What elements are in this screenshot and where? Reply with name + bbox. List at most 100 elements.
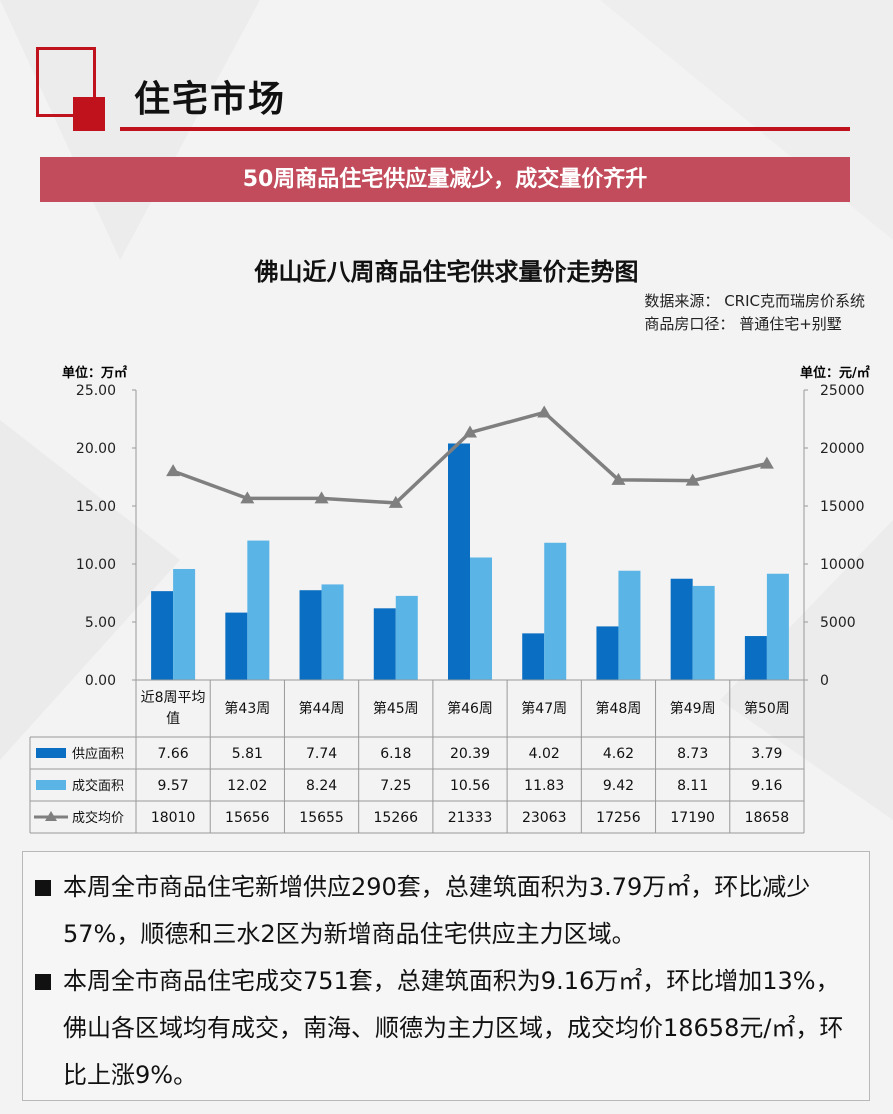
data-label: 9.16: [751, 778, 782, 794]
category-label: 第49周: [670, 700, 716, 717]
left-tick-label: 10.00: [76, 557, 116, 573]
left-tick-label: 15.00: [76, 499, 116, 515]
supply-bar: [522, 633, 545, 680]
data-label: 15655: [299, 810, 344, 826]
supply-bar: [225, 612, 248, 680]
category-label-line: 近8周平均: [141, 690, 206, 706]
supply-bar: [670, 578, 693, 680]
data-label: 20.39: [450, 746, 490, 762]
supply-demand-chart: 单位：万㎡ 单位：元/㎡ 25.00 20.00 15.00 10.00 5.00 0.00 2…: [29, 365, 870, 834]
category-label: 第43周: [224, 700, 270, 717]
legend-label: 成交均价: [72, 810, 124, 826]
data-label: 12.02: [227, 778, 267, 794]
note-text: 本周全市商品住宅新增供应290套，总建筑面积为3.79万㎡，环比减少57%，顺德…: [63, 873, 811, 948]
source-line: 数据来源： CRIC克而瑞房价系统: [644, 292, 865, 310]
right-tick-label: 10000: [820, 557, 865, 573]
data-label: 4.02: [529, 746, 560, 762]
left-tick-label: 20.00: [76, 441, 116, 457]
category-label: 第48周: [596, 700, 642, 717]
deal-bar: [544, 542, 567, 680]
deal-bar: [470, 557, 492, 680]
data-label: 15656: [225, 810, 270, 826]
note-item: 本周全市商品住宅成交751套，总建筑面积为9.16万㎡，环比增加13%，佛山各区…: [33, 958, 861, 1099]
deal-bar: [321, 584, 344, 680]
note-item: 本周全市商品住宅新增供应290套，总建筑面积为3.79万㎡，环比减少57%，顺德…: [33, 864, 861, 958]
data-label: 9.57: [158, 778, 189, 794]
price-point: [314, 491, 329, 504]
supply-bar: [299, 590, 322, 680]
right-tick-label: 20000: [820, 441, 865, 457]
legend-swatch: [36, 748, 66, 758]
section-title: 住宅市场: [134, 79, 287, 120]
data-label: 18010: [151, 810, 196, 826]
right-unit-label: 单位：元/㎡: [800, 365, 870, 381]
section-logo-block: [73, 97, 105, 131]
supply-bar: [448, 443, 470, 680]
data-label: 8.11: [677, 778, 708, 794]
data-label: 11.83: [524, 778, 564, 794]
bullet-icon: [35, 974, 51, 990]
category-label: 第46周: [447, 700, 493, 717]
data-label: 4.62: [603, 746, 634, 762]
data-label: 8.24: [306, 778, 337, 794]
category-label: 第44周: [299, 700, 345, 717]
price-point: [537, 405, 552, 418]
category-label: 第50周: [744, 700, 790, 717]
chart-source: 数据来源： CRIC克而瑞房价系统 商品房口径： 普通住宅+别墅: [644, 290, 865, 336]
data-label: 8.73: [677, 746, 708, 762]
legend-label: 成交面积: [72, 778, 124, 794]
legend-swatch: [45, 811, 57, 821]
deal-bar: [692, 585, 715, 680]
price-point: [759, 456, 774, 469]
deal-bar: [395, 595, 418, 680]
deal-bar: [618, 570, 641, 680]
supply-bar: [151, 591, 174, 680]
supply-bar: [744, 636, 767, 680]
data-label: 18658: [745, 810, 790, 826]
data-label: 6.18: [380, 746, 411, 762]
price-point: [388, 495, 403, 508]
price-point: [611, 472, 626, 485]
right-tick-label: 25000: [820, 383, 865, 399]
headline-banner: 50周商品住宅供应量减少，成交量价齐升: [40, 157, 850, 202]
bullet-icon: [35, 880, 51, 896]
legend-label: 供应面积: [72, 746, 124, 762]
price-point: [463, 425, 477, 438]
right-tick-label: 5000: [820, 615, 856, 631]
data-label: 9.42: [603, 778, 634, 794]
left-unit-label: 单位：万㎡: [62, 365, 127, 381]
data-label: 7.66: [158, 746, 189, 762]
right-tick-label: 0: [820, 673, 829, 689]
source-line: 商品房口径： 普通住宅+别墅: [644, 315, 842, 333]
price-point: [166, 464, 181, 477]
deal-bar: [173, 568, 196, 680]
left-tick-label: 25.00: [76, 383, 116, 399]
category-label-line: 值: [166, 711, 180, 727]
data-label: 15266: [374, 810, 419, 826]
category-label: 第45周: [373, 700, 419, 717]
data-label: 17190: [670, 810, 715, 826]
data-label: 5.81: [232, 746, 263, 762]
data-label: 17256: [596, 810, 641, 826]
data-label: 7.74: [306, 746, 337, 762]
supply-bar: [596, 626, 619, 680]
data-label: 7.25: [380, 778, 411, 794]
price-point: [240, 491, 255, 504]
title-underline: [120, 127, 850, 131]
data-label: 23063: [522, 810, 567, 826]
supply-bar: [373, 608, 396, 680]
note-text: 本周全市商品住宅成交751套，总建筑面积为9.16万㎡，环比增加13%，佛山各区…: [63, 967, 844, 1089]
notes-box: 本周全市商品住宅新增供应290套，总建筑面积为3.79万㎡，环比减少57%，顺德…: [22, 851, 870, 1101]
legend-swatch: [36, 780, 66, 790]
deal-bar: [247, 540, 270, 680]
left-tick-label: 0.00: [85, 673, 116, 689]
right-tick-label: 15000: [820, 499, 865, 515]
left-tick-label: 5.00: [85, 615, 116, 631]
category-label: 第47周: [521, 700, 567, 717]
chart-title: 佛山近八周商品住宅供求量价走势图: [254, 258, 639, 286]
deal-bar: [766, 573, 789, 680]
price-point: [685, 473, 700, 486]
data-label: 3.79: [751, 746, 782, 762]
data-label: 10.56: [450, 778, 490, 794]
section-logo-frame: [36, 47, 96, 117]
